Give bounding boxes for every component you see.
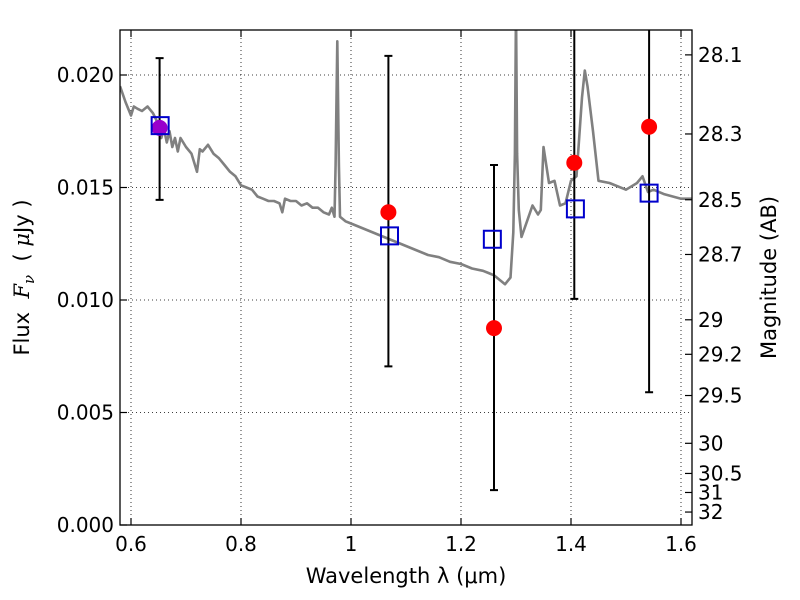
y-axis-label-symbol: F [10, 283, 34, 300]
y2-tick-label: 28.7 [698, 242, 743, 266]
y2-axis-label: Magnitude (AB) [757, 196, 781, 359]
y-axis-label: Flux Fν ( μJy ) [10, 199, 38, 355]
y-axis-label-mu: μ [10, 233, 34, 247]
y-axis-label-unit: Jy ) [10, 199, 34, 235]
y2-tick-label: 31 [698, 480, 723, 504]
y-tick-label: 0.020 [57, 63, 114, 87]
sed-model-layer [120, 30, 692, 286]
x-tick-label: 1.2 [445, 532, 477, 556]
y2-tick-label: 29.2 [698, 342, 743, 366]
y-tick-label: 0.000 [57, 513, 114, 537]
y2-tick-label: 30 [698, 431, 723, 455]
y2-tick-label: 28.5 [698, 188, 743, 212]
observed-point [566, 154, 583, 171]
y2-tick-label: 28.3 [698, 122, 743, 146]
ticks-layer: 0.6 0.8 1 1.2 1.4 1.6 0.000 0.005 0.010 0.015 0.02… [57, 30, 743, 556]
model-point [150, 116, 170, 136]
y-tick-label: 0.010 [57, 288, 114, 312]
y2-tick-label: 32 [698, 500, 723, 524]
markers-layer [150, 116, 659, 337]
x-tick-label: 0.8 [225, 532, 257, 556]
y2-tick-label: 29.5 [698, 384, 743, 408]
y-tick-label: 0.015 [57, 176, 114, 200]
plot-frame [119, 29, 693, 526]
observed-point [486, 320, 502, 337]
grid [120, 30, 692, 525]
x-tick-label: 0.6 [115, 532, 147, 556]
y2-tick-label: 29 [698, 308, 723, 332]
x-tick-label: 1 [345, 532, 358, 556]
x-tick-label: 1.6 [665, 532, 697, 556]
error-bar [645, 30, 654, 394]
observed-point [641, 118, 658, 135]
model-point [639, 183, 659, 203]
y-tick-label: 0.005 [57, 401, 114, 425]
y-axis-label-prefix: Flux [10, 299, 34, 356]
sed-model-line [120, 30, 692, 286]
y2-tick-label: 30.5 [698, 461, 743, 485]
y-axis-label-subscript: ν [20, 275, 38, 284]
y2-tick-label: 28.1 [698, 43, 743, 67]
model-point [482, 229, 502, 249]
observed-point [380, 204, 397, 221]
model-point [565, 199, 585, 219]
error-bars-layer [155, 30, 654, 492]
y-axis-label-open: ( [10, 247, 34, 275]
model-point [380, 226, 399, 246]
x-tick-label: 1.4 [555, 532, 587, 556]
x-axis-label: Wavelength λ (μm) [306, 564, 507, 588]
